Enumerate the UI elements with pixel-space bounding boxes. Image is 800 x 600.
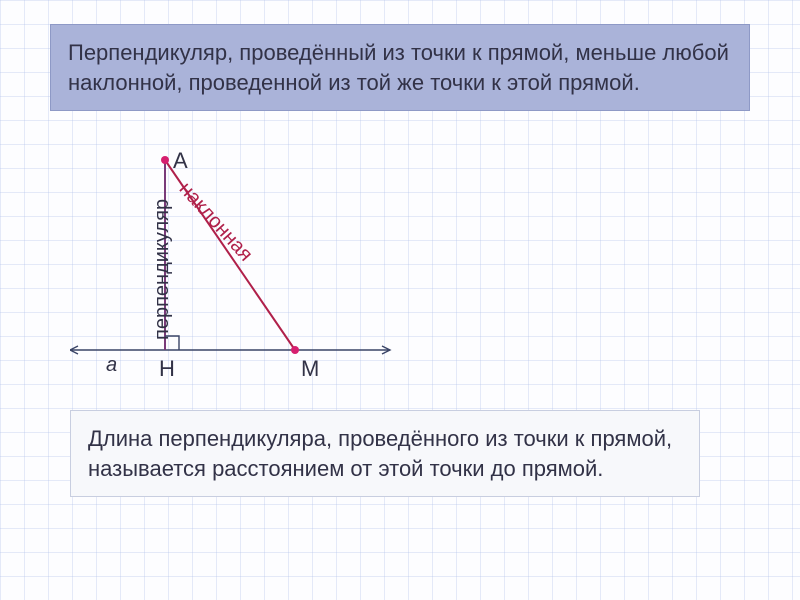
bottom-definition-text: Длина перпендикуляра, проведённого из то… [88, 424, 682, 483]
top-theorem-text: Перпендикуляр, проведённый из точки к пр… [68, 38, 732, 97]
perpendicular-label: перпендикуляр [151, 199, 174, 340]
point-label-A: А [173, 148, 188, 174]
geometry-diagram: А Н М a перпендикуляр наклонная [70, 140, 410, 400]
line-label-a: a [106, 354, 117, 377]
point-label-M: М [301, 356, 319, 382]
point-label-H: Н [159, 356, 175, 382]
bottom-definition-box: Длина перпендикуляра, проведённого из то… [70, 410, 700, 497]
diagram-svg [70, 140, 410, 400]
top-theorem-box: Перпендикуляр, проведённый из точки к пр… [50, 24, 750, 111]
